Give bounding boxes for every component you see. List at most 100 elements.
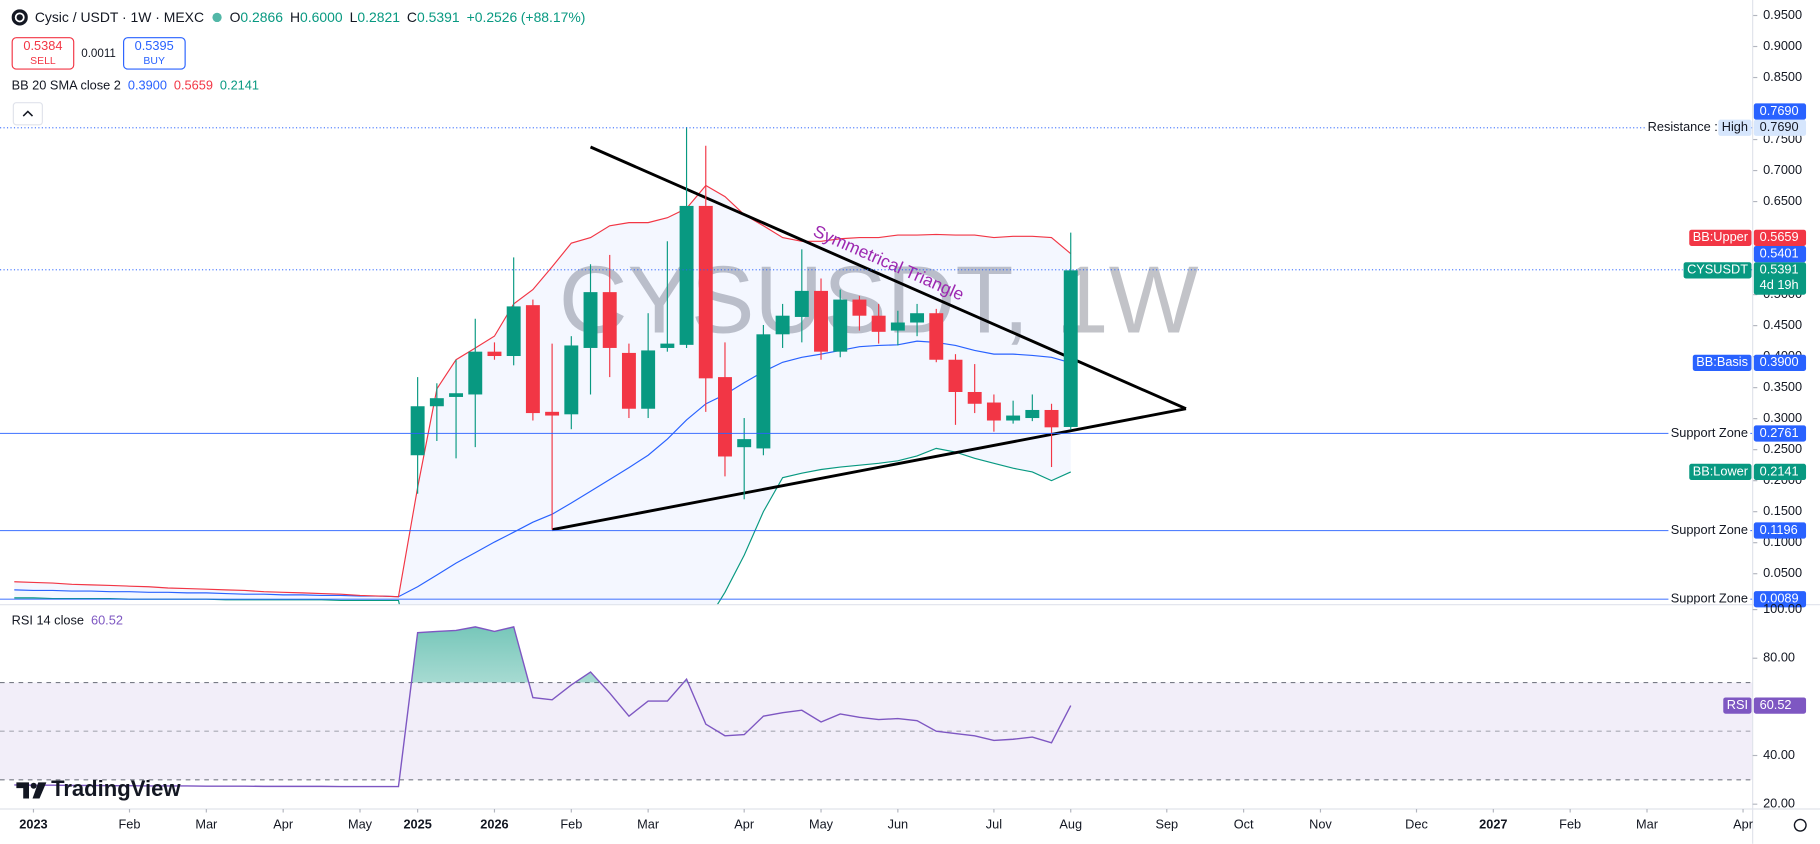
candle-body (794, 290, 809, 317)
level-name: Support Zone (1671, 522, 1748, 537)
price-tag-text: 0.7690 (1760, 103, 1799, 118)
price-tag-text: 0.7690 (1760, 119, 1799, 134)
rsi-y-tick-label: 20.00 (1763, 796, 1795, 811)
candle-body (660, 343, 675, 348)
sell-label: SELL (30, 54, 56, 67)
symbol-legend: Cysic / USDT · 1W · MEXC O 0.2866 H 0.6000… (11, 9, 586, 26)
rsi-y-tick-label: 100.00 (1763, 601, 1802, 616)
level-name-bg (1668, 425, 1751, 442)
y-tick-label: 0.6500 (1763, 193, 1802, 208)
y-tick-label: 0.1500 (1763, 503, 1802, 518)
x-tick-label: 2026 (480, 817, 508, 832)
symbol-title: Cysic / USDT · 1W · MEXC (34, 9, 205, 26)
y-tick-label: 0.3500 (1763, 379, 1802, 394)
ohlc-value: 0.2821 (357, 9, 400, 26)
x-tick-label: Feb (560, 817, 582, 832)
candle-body (525, 305, 540, 414)
tag-name: CYSUSDT (1687, 262, 1748, 277)
price-tag (1753, 245, 1807, 263)
candle-body (814, 290, 828, 352)
candle-body (1044, 409, 1059, 428)
bb-legend: BB 20 SMA close 2 0.3900 0.5659 0.2141 (12, 79, 259, 93)
price-tag (1753, 425, 1807, 442)
x-tick-label: May (348, 817, 373, 832)
level-name-bg (1645, 119, 1721, 136)
candle-body (545, 411, 560, 416)
candle-body (564, 345, 579, 415)
x-tick-label: Apr (1733, 817, 1754, 832)
sell-button[interactable]: 0.5384 SELL (11, 37, 75, 70)
candle-body (506, 306, 521, 357)
tag-name-box (1692, 354, 1752, 371)
tag-name: BB:Basis (1696, 354, 1748, 369)
sell-price: 0.5384 (23, 39, 63, 54)
price-tag (1753, 522, 1807, 539)
rsi-y-tick-label: 80.00 (1763, 650, 1795, 665)
x-tick-label: Feb (119, 817, 141, 832)
candle-body (602, 292, 617, 348)
price-tag (1753, 697, 1807, 714)
change-percent: (+88.17%) (520, 9, 586, 26)
buy-price: 0.5395 (134, 39, 174, 54)
collapse-button[interactable] (12, 102, 43, 126)
y-tick-label: 0.3000 (1763, 410, 1802, 425)
price-tag (1753, 262, 1807, 295)
x-tick-label: Nov (1309, 817, 1332, 832)
candle-body (890, 322, 905, 331)
price-tag-text: 0.2141 (1760, 463, 1799, 478)
candle-body (487, 351, 502, 357)
change: +0.2526 (466, 9, 518, 26)
candle-body (583, 292, 598, 348)
bb-line (14, 340, 1071, 598)
bb-fill (14, 185, 1071, 605)
candle-body (948, 359, 963, 392)
price-tag-text: 0.2761 (1760, 425, 1799, 440)
ohlc-key: C (406, 9, 417, 26)
y-tick-label: 0.4500 (1763, 317, 1802, 332)
x-tick-label: Apr (734, 817, 755, 832)
bb-basis-value: 0.3900 (127, 78, 167, 93)
candle-body (775, 315, 790, 335)
x-tick-label: Sep (1155, 817, 1178, 832)
buy-button[interactable]: 0.5395 BUY (122, 37, 186, 70)
ohlc-value: 0.5391 (416, 9, 460, 26)
tag-name: BB:Upper (1693, 229, 1749, 244)
candle-body (1025, 409, 1040, 419)
tag-name-box (1689, 229, 1752, 246)
candle-body (737, 439, 752, 448)
ohlc-value: 0.2866 (240, 9, 284, 26)
tag-name-box (1689, 463, 1752, 481)
x-tick-label: Mar (195, 817, 218, 832)
candle-body (718, 377, 732, 457)
spread: 0.0011 (81, 47, 116, 60)
candle-body (1006, 415, 1021, 421)
rsi-title: RSI 14 close (11, 614, 85, 628)
brand-logo: TradingView (16, 778, 181, 804)
candle-body (679, 205, 694, 345)
candle-body (429, 398, 444, 407)
y-tick-label: 0.2500 (1763, 441, 1802, 456)
level-name-bg (1668, 522, 1751, 539)
x-tick-label: 2023 (19, 817, 47, 832)
x-tick-label: 2027 (1479, 817, 1507, 832)
price-tag (1753, 463, 1807, 481)
price-tag-text: 0.5391 (1760, 262, 1799, 277)
bb-title: BB 20 SMA close 2 (11, 78, 121, 93)
x-tick-label: Oct (1234, 817, 1254, 832)
candle-body (756, 334, 771, 449)
buy-label: BUY (143, 54, 165, 67)
price-tag (1753, 229, 1807, 246)
level-name: Support Zone (1671, 425, 1748, 440)
candle-body (967, 391, 982, 404)
candle-body (449, 393, 464, 397)
candle-body (1063, 270, 1078, 427)
price-tag-text: 0.5659 (1760, 229, 1799, 244)
bb-line (14, 184, 1072, 598)
trendline (551, 407, 1187, 532)
x-tick-label: Aug (1059, 817, 1082, 832)
price-tag-text: 0.0089 (1760, 591, 1799, 606)
